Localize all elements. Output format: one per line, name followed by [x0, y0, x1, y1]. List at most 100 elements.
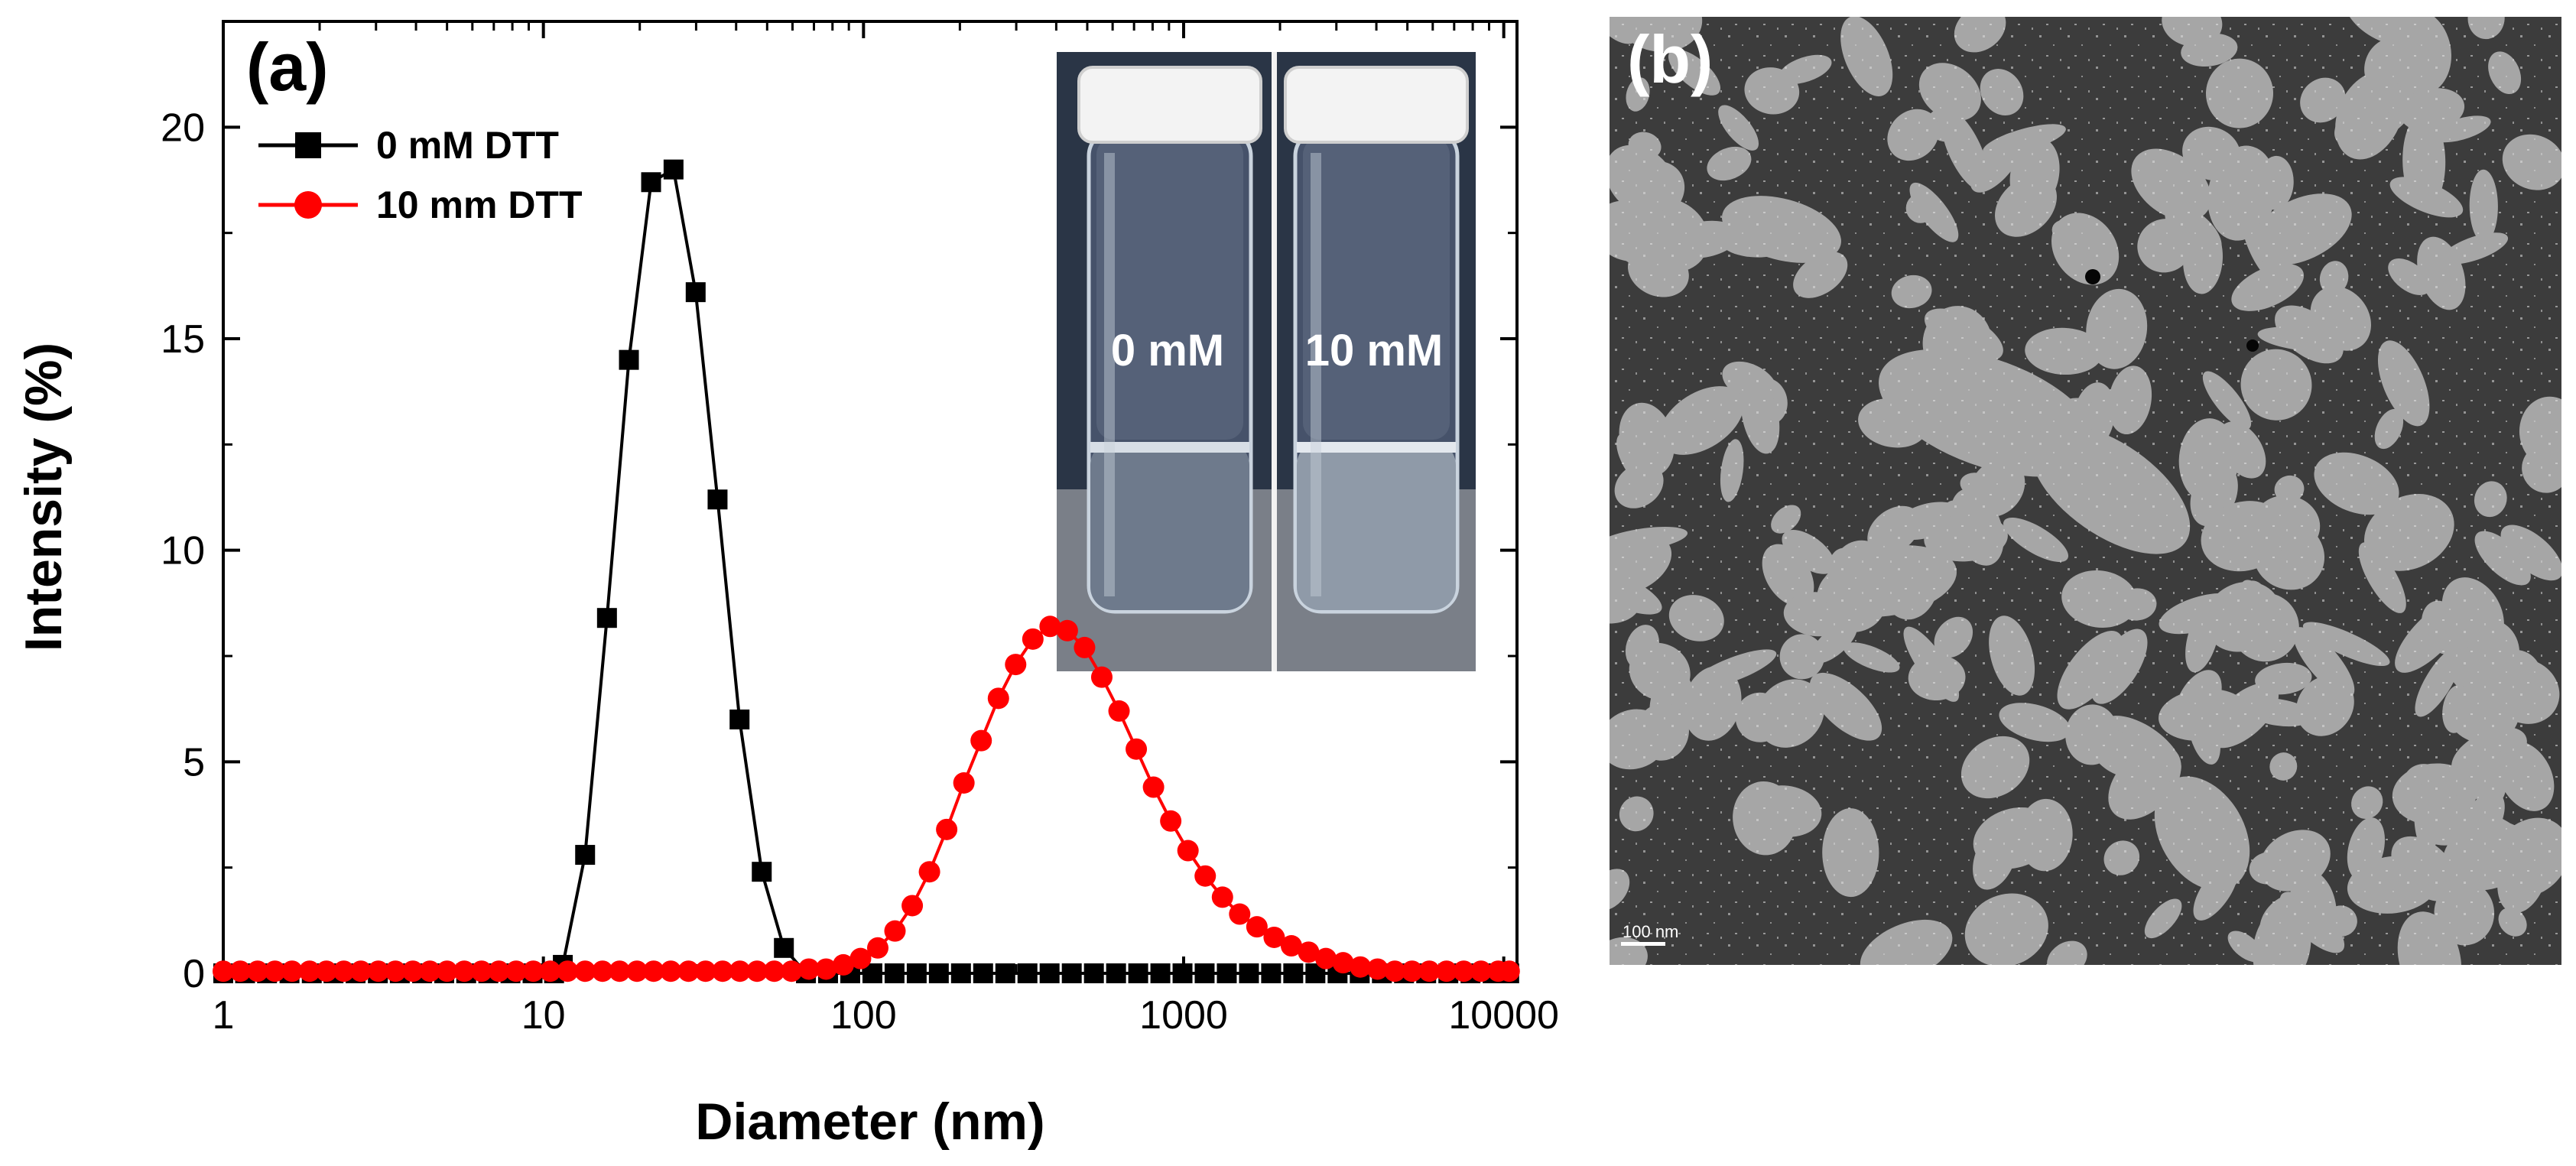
tem-speckle-texture	[1610, 17, 2561, 965]
data-point-10mM	[1384, 960, 1406, 982]
data-point-10mM	[1056, 619, 1078, 641]
data-point-0mM	[884, 963, 905, 983]
panel-a-label: (a)	[246, 29, 329, 105]
data-point-10mM	[349, 960, 372, 982]
data-point-10mM	[229, 960, 252, 982]
scale-bar	[1621, 942, 1665, 946]
data-point-0mM	[596, 608, 617, 628]
data-point-10mM	[367, 960, 389, 982]
x-axis-title: Diameter (nm)	[695, 1093, 1044, 1151]
data-point-10mM	[1177, 840, 1199, 862]
data-point-10mM	[505, 960, 528, 982]
x-tick-label: 100	[830, 993, 897, 1038]
data-point-10mM	[953, 772, 975, 794]
data-point-10mM	[1229, 903, 1251, 925]
vial-air-region	[1303, 138, 1450, 440]
series-layer	[213, 159, 1520, 983]
data-point-0mM	[1194, 963, 1215, 983]
vial-meniscus	[1297, 442, 1456, 453]
data-point-10mM	[797, 958, 820, 980]
data-point-10mM	[1498, 960, 1520, 982]
vial-10mM: 10 mM	[1284, 66, 1469, 614]
data-point-0mM	[928, 963, 949, 983]
data-point-10mM	[1246, 916, 1268, 938]
data-point-0mM	[1150, 963, 1171, 983]
scale-bar-label: 100 nm	[1623, 922, 1678, 941]
data-point-0mM	[950, 963, 971, 983]
x-tick-label: 1000	[1139, 993, 1228, 1038]
data-point-0mM	[575, 845, 596, 866]
data-point-0mM	[1039, 963, 1060, 983]
data-point-10mM	[1401, 960, 1423, 982]
data-point-0mM	[663, 159, 684, 180]
y-tick-label: 20	[161, 106, 205, 150]
y-tick-label: 10	[161, 529, 205, 573]
data-point-10mM	[1350, 956, 1372, 978]
data-point-10mM	[539, 960, 561, 982]
dls-chart-panel: 0 mM 10 mM 1 10 100 1000 10000 0 5 10 15 20 (a) 0…	[15, 20, 1559, 1151]
data-point-10mM	[522, 960, 544, 982]
y-axis-title: Intensity (%)	[15, 343, 73, 651]
data-point-10mM	[970, 729, 992, 752]
vial-meniscus	[1090, 442, 1249, 453]
legend-label-10mM: 10 mm DTT	[376, 184, 583, 226]
data-point-10mM	[677, 960, 700, 982]
data-point-10mM	[574, 960, 596, 982]
data-point-10mM	[746, 960, 768, 982]
data-point-10mM	[264, 960, 286, 982]
tem-micrograph-panel: (b) 100 nm	[1610, 17, 2561, 965]
data-point-0mM	[1017, 963, 1038, 983]
vial-cap	[1284, 66, 1469, 144]
data-point-10mM	[1126, 738, 1148, 760]
data-point-10mM	[936, 818, 958, 840]
data-point-10mM	[333, 960, 355, 982]
data-point-0mM	[1172, 963, 1193, 983]
data-point-10mM	[246, 960, 268, 982]
data-point-10mM	[1090, 666, 1113, 688]
data-point-0mM	[752, 862, 772, 882]
data-point-0mM	[774, 937, 794, 958]
data-point-10mM	[1280, 935, 1302, 957]
x-tick-label: 10	[521, 993, 566, 1038]
data-point-10mM	[729, 960, 751, 982]
data-point-10mM	[1332, 952, 1354, 974]
data-point-10mM	[453, 960, 476, 982]
data-point-10mM	[298, 960, 320, 982]
legend-marker-10mM	[294, 191, 322, 219]
data-point-10mM	[1263, 926, 1285, 948]
data-point-0mM	[1106, 963, 1126, 983]
data-point-10mM	[1298, 941, 1320, 963]
data-point-0mM	[1083, 963, 1104, 983]
data-point-10mM	[488, 960, 510, 982]
data-point-10mM	[1142, 776, 1165, 798]
data-point-10mM	[1366, 958, 1389, 980]
vial-liquid-turbid	[1297, 442, 1456, 610]
data-point-10mM	[315, 960, 337, 982]
data-point-10mM	[385, 960, 407, 982]
data-point-0mM	[707, 489, 728, 510]
legend-marker-0mM	[295, 132, 321, 158]
data-point-10mM	[213, 960, 234, 982]
data-point-0mM	[1128, 963, 1148, 983]
data-point-0mM	[685, 282, 706, 303]
data-point-0mM	[1061, 963, 1082, 983]
data-point-0mM	[973, 963, 993, 983]
data-point-0mM	[995, 963, 1015, 983]
data-point-10mM	[1022, 628, 1044, 650]
data-point-10mM	[470, 960, 492, 982]
data-point-10mM	[1074, 636, 1096, 658]
data-point-10mM	[849, 947, 872, 970]
data-point-10mM	[1211, 886, 1233, 908]
data-point-10mM	[1435, 960, 1457, 982]
vial-liquid	[1090, 442, 1249, 610]
data-point-10mM	[1160, 810, 1182, 832]
y-tick-label: 5	[183, 740, 205, 784]
vial-air-region	[1096, 138, 1243, 440]
vial-glare	[1311, 153, 1321, 596]
data-point-10mM	[591, 960, 613, 982]
vial-0mM: 0 mM	[1077, 66, 1262, 614]
data-point-10mM	[832, 953, 854, 976]
data-point-10mM	[1039, 615, 1061, 638]
panel-b-label: (b)	[1627, 21, 1713, 97]
